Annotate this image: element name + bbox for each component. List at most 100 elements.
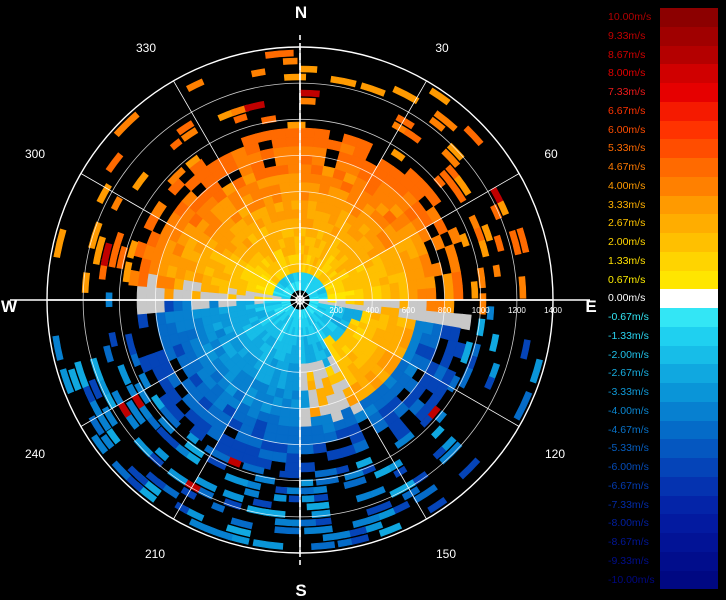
velocity-cell-335 (460, 313, 472, 331)
velocity-cell-1238 (459, 232, 470, 248)
legend-row: 2.00m/s (606, 233, 718, 252)
velocity-cell-1389 (89, 357, 104, 383)
velocity-cell-1343 (174, 501, 190, 515)
velocity-cell-1319 (254, 474, 276, 485)
legend-swatch (660, 364, 718, 383)
velocity-cell-1320 (252, 498, 272, 509)
velocity-cell-292 (363, 293, 374, 301)
velocity-cell-1256 (529, 358, 543, 384)
velocity-cell-311 (390, 299, 401, 310)
legend-swatch (660, 289, 718, 308)
bearing-label-300: 300 (25, 147, 45, 161)
velocity-cell-1410 (110, 196, 123, 212)
velocity-cell-1386 (88, 378, 103, 400)
velocity-cell-1301 (306, 501, 330, 511)
velocity-cell-1371 (91, 434, 109, 455)
velocity-cell-1273 (412, 484, 438, 504)
velocity-cell-1318 (252, 539, 284, 550)
velocity-cell-1026 (150, 200, 167, 219)
legend-row: -3.33m/s (606, 383, 718, 402)
legend-row: 1.33m/s (606, 251, 718, 271)
velocity-cell-1221 (390, 148, 406, 162)
velocity-cell-1185 (283, 208, 294, 220)
velocity-cell-882 (200, 307, 211, 318)
velocity-cell-1354 (154, 447, 170, 462)
velocity-cell-1211 (285, 136, 301, 147)
velocity-cell-921 (145, 286, 156, 301)
velocity-cell-897 (208, 299, 219, 309)
velocity-cell-1350 (145, 471, 167, 490)
velocity-cell-295 (390, 290, 401, 301)
velocity-cell-1326 (225, 524, 252, 538)
velocity-cell-1315 (275, 486, 288, 494)
compass-north-label: N (295, 3, 307, 22)
velocity-cell-1334 (188, 518, 217, 536)
velocity-cell-1240 (481, 223, 494, 242)
velocity-cell-1224 (428, 116, 446, 132)
legend-row: -1.33m/s (606, 326, 718, 346)
velocity-cell-1201 (293, 226, 301, 237)
velocity-cell-1312 (288, 495, 301, 503)
legend-swatch (660, 458, 718, 477)
legend-row: 0.67m/s (606, 270, 718, 290)
velocity-cell-631 (277, 415, 291, 427)
velocity-cell-599 (299, 444, 314, 455)
bearing-label-330: 330 (136, 41, 156, 55)
velocity-cell-1265 (419, 414, 433, 428)
velocity-cell-1244 (516, 227, 530, 254)
velocity-cell-1225 (433, 110, 458, 132)
velocity-cell-630 (279, 406, 291, 418)
velocity-cell-1270 (432, 446, 447, 460)
velocity-cell-1210 (286, 145, 301, 156)
legend-label: 4.00m/s (608, 179, 646, 192)
legend-row: 3.33m/s (606, 195, 718, 215)
velocity-cell-1284 (366, 500, 393, 516)
velocity-cell-1396 (52, 335, 64, 361)
velocity-cell-300 (444, 286, 455, 301)
velocity-cell-1246 (492, 264, 501, 278)
velocity-cell-1384 (117, 364, 132, 386)
range-label-200: 200 (329, 306, 343, 315)
velocity-cell-1401 (116, 245, 129, 270)
compass-east-label: E (585, 297, 596, 316)
velocity-cell-1277 (389, 479, 416, 498)
velocity-cell-1228 (463, 125, 484, 147)
velocity-cell-1321 (246, 505, 271, 517)
legend-row: 8.67m/s (606, 45, 718, 65)
velocity-cell-1346 (167, 467, 189, 486)
velocity-cell-1374 (125, 399, 138, 414)
velocity-cell-1241 (478, 239, 490, 258)
polar-grid (10, 35, 590, 565)
velocity-cell-1260 (484, 376, 496, 390)
velocity-cell-1207 (288, 172, 301, 183)
velocity-cell-1229 (433, 175, 446, 189)
velocity-cell-1223 (428, 87, 451, 106)
velocity-cell-1209 (287, 154, 301, 165)
velocity-cell-901 (172, 299, 183, 312)
radial-line-120 (299, 299, 520, 427)
velocity-cell-1427 (264, 49, 294, 59)
velocity-cell-1380 (126, 383, 138, 398)
range-label-600: 600 (402, 306, 416, 315)
legend-label: 0.00m/s (608, 292, 646, 305)
legend-row: 0.00m/s (606, 289, 718, 308)
velocity-cell-1216 (330, 75, 357, 88)
velocity-cell-1412 (132, 171, 149, 191)
velocity-cell-1356 (127, 465, 149, 486)
velocity-cell-1348 (186, 432, 200, 445)
velocity-cell-278 (380, 283, 392, 294)
velocity-cell-1391 (68, 368, 82, 392)
axis-labels: N E S W 30 60 120 150 210 240 300 330 200 400 600 800 10… (1, 3, 597, 600)
velocity-cell-1290 (352, 513, 381, 529)
velocity-cell-29 (309, 182, 321, 194)
velocity-cell-1409 (88, 221, 103, 250)
legend-swatch (660, 420, 718, 440)
velocity-cell-297 (408, 289, 419, 301)
velocity-cell-1406 (126, 240, 139, 259)
velocity-cell-902 (163, 299, 174, 313)
velocity-cell-1214 (299, 89, 320, 98)
velocity-cell-919 (163, 287, 174, 301)
velocity-cell-1283 (369, 486, 386, 498)
legend-label: 6.67m/s (608, 104, 646, 117)
